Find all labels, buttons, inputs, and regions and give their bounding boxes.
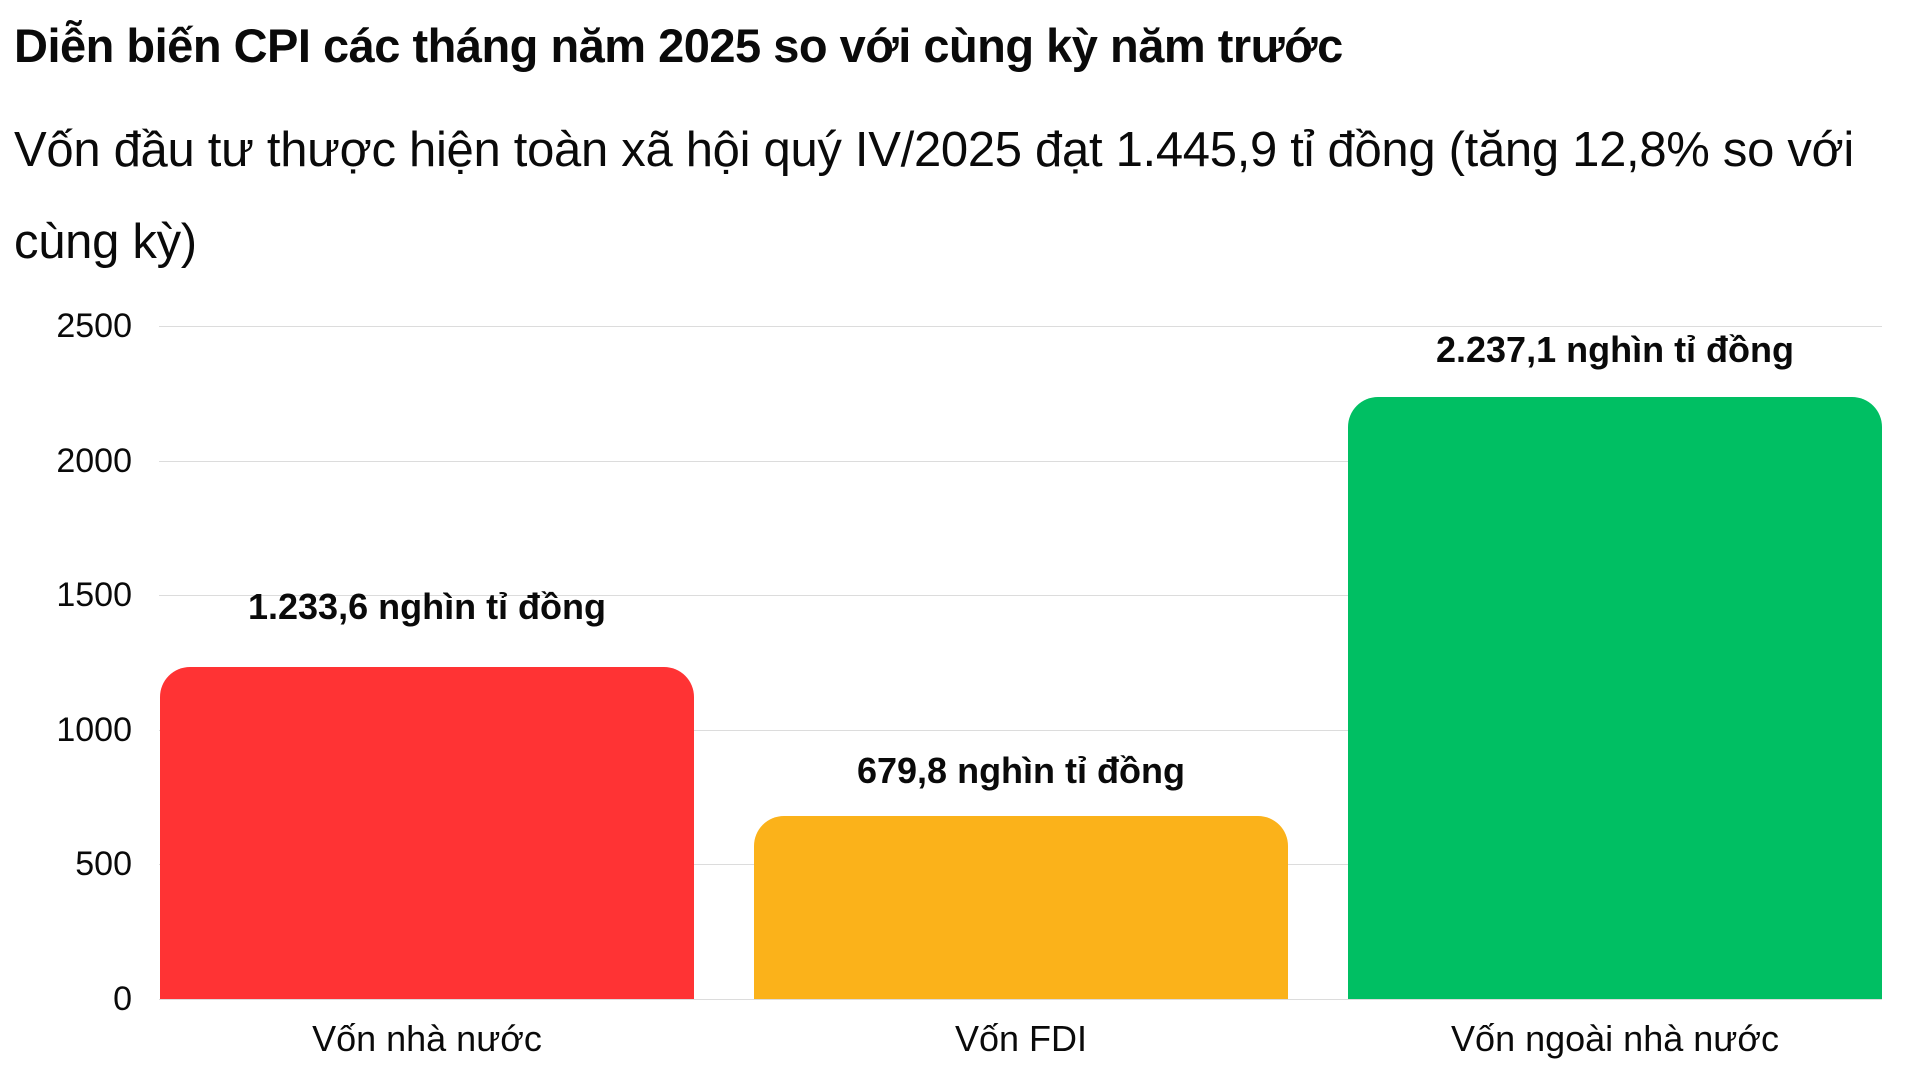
y-tick-1500: 1500 [56, 576, 132, 614]
data-label-von-ngoai-nha-nuoc: 2.237,1 nghìn tỉ đồng [1435, 329, 1795, 370]
gridline-2500 [159, 326, 1882, 327]
chart-subtitle: Vốn đầu tư thược hiện toàn xã hội quý IV… [14, 123, 1854, 269]
x-label-von-ngoai-nha-nuoc: Vốn ngoài nhà nước [1451, 1018, 1779, 1059]
bar-von-nha-nuoc [160, 667, 694, 999]
bar-von-ngoai-nha-nuoc [1348, 397, 1882, 999]
y-tick-2000: 2000 [56, 442, 132, 480]
y-tick-0: 0 [113, 980, 132, 1018]
x-label-von-nha-nuoc: Vốn nhà nước [312, 1018, 542, 1059]
bar-von-fdi [754, 816, 1288, 999]
data-label-von-fdi: 679,8 nghìn tỉ đồng [856, 750, 1185, 791]
y-tick-500: 500 [75, 845, 132, 883]
data-label-von-nha-nuoc: 1.233,6 nghìn tỉ đồng [247, 586, 607, 627]
x-label-von-fdi: Vốn FDI [954, 1018, 1088, 1059]
chart-title: Diễn biến CPI các tháng năm 2025 so với … [14, 19, 1343, 72]
gridline-1000 [159, 730, 1882, 731]
y-tick-1000: 1000 [56, 711, 132, 749]
gridline-2000 [159, 461, 1882, 462]
gridline-0 [159, 999, 1882, 1000]
gridline-1500 [159, 595, 1882, 596]
y-tick-2500: 2500 [56, 307, 132, 345]
